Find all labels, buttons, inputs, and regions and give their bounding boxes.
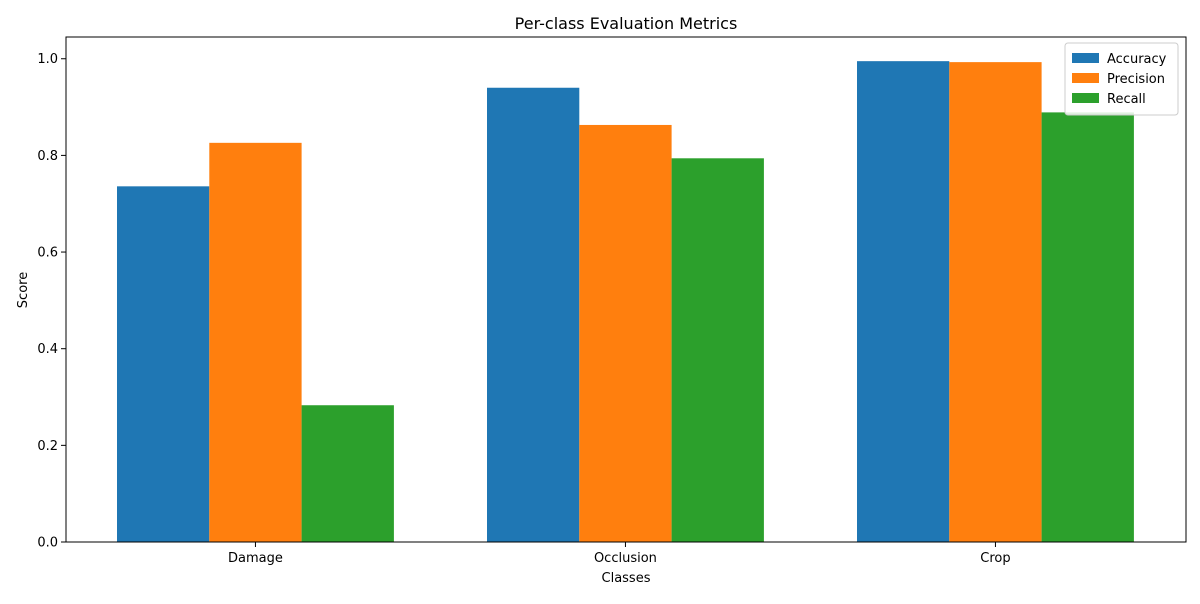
y-tick-label: 0.6 [37, 246, 58, 261]
y-tick-label: 0.8 [37, 149, 58, 164]
x-axis: Damage Occlusion Crop [228, 542, 1011, 566]
bars-layer [117, 61, 1134, 543]
bar-accuracy-damage [117, 186, 210, 542]
bar-precision-crop [949, 62, 1042, 543]
bar-recall-crop [1041, 112, 1134, 542]
plot-area-frame [65, 36, 1187, 543]
chart-title: Per-class Evaluation Metrics [515, 14, 738, 33]
x-tick-label-damage: Damage [228, 551, 283, 566]
legend: Accuracy Precision Recall [1064, 42, 1179, 116]
legend-label-accuracy: Accuracy [1107, 52, 1167, 67]
bar-precision-damage [209, 142, 302, 543]
y-tick-label: 1.0 [37, 52, 58, 67]
bar-recall-occlusion [671, 158, 764, 543]
bar-recall-damage [301, 405, 394, 542]
x-tick-label-crop: Crop [980, 551, 1010, 566]
y-tick-label: 0.0 [37, 536, 58, 551]
legend-label-recall: Recall [1107, 92, 1146, 107]
legend-swatch-recall [1072, 93, 1099, 103]
x-axis-title: Classes [602, 571, 651, 586]
bar-precision-occlusion [579, 124, 672, 543]
legend-swatch-precision [1072, 73, 1099, 83]
bar-accuracy-occlusion [487, 87, 580, 542]
y-tick-label: 0.2 [37, 439, 58, 454]
y-tick-label: 0.4 [37, 342, 58, 357]
bar-accuracy-crop [857, 61, 950, 542]
y-axis: 0.0 0.2 0.4 0.6 0.8 1.0 [37, 52, 66, 551]
legend-swatch-accuracy [1072, 53, 1099, 63]
x-tick-label-occlusion: Occlusion [594, 551, 657, 566]
y-axis-title: Score [16, 272, 31, 308]
legend-label-precision: Precision [1107, 72, 1165, 87]
